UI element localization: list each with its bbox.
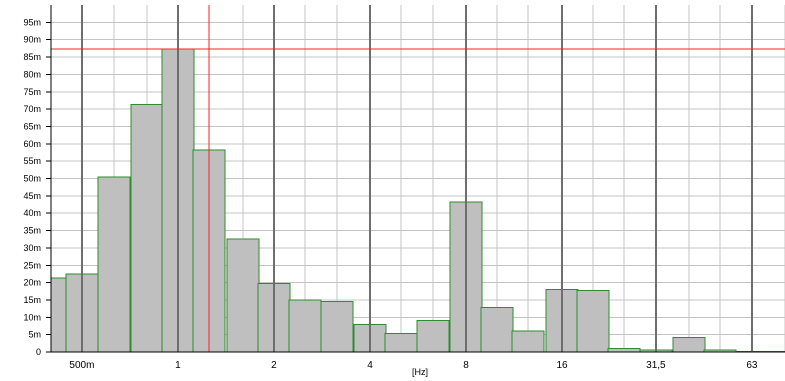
cursor-layer bbox=[51, 5, 785, 352]
y-tick-label: 40m bbox=[23, 208, 41, 218]
x-axis-unit-label: [Hz] bbox=[412, 367, 428, 377]
y-tick-label: 60m bbox=[23, 139, 41, 149]
x-tick-label: 500m bbox=[69, 360, 94, 371]
bar bbox=[480, 307, 514, 353]
y-tick-label: 10m bbox=[23, 312, 41, 322]
x-tick-label: 63 bbox=[746, 360, 758, 371]
y-tick-label: 50m bbox=[23, 174, 41, 184]
bar bbox=[416, 319, 450, 353]
y-tick-label: 30m bbox=[23, 243, 41, 253]
bar-layer bbox=[50, 48, 785, 353]
bar bbox=[511, 330, 545, 353]
x-tick-label: 16 bbox=[556, 360, 568, 371]
y-tick-label: 80m bbox=[23, 69, 41, 79]
x-tick-label: 1 bbox=[175, 360, 181, 371]
y-tick-label: 90m bbox=[23, 35, 41, 45]
y-tick-label: 95m bbox=[23, 17, 41, 27]
y-tick-label: 85m bbox=[23, 52, 41, 62]
y-tick-label: 75m bbox=[23, 87, 41, 97]
y-tick-label: 35m bbox=[23, 226, 41, 236]
y-tick-label: 55m bbox=[23, 156, 41, 166]
y-tick-label: 65m bbox=[23, 121, 41, 131]
bar bbox=[288, 299, 322, 353]
axis-layer: 0 5m 10m 15m 20m 25m 30m 35m 40m 45m 50m 55m 60m 65m 7… bbox=[23, 5, 785, 371]
x-tick-label: 31,5 bbox=[646, 360, 666, 371]
y-tick-label: 5m bbox=[28, 330, 41, 340]
bar bbox=[97, 176, 131, 353]
y-tick-label: 70m bbox=[23, 104, 41, 114]
y-tick-label: 45m bbox=[23, 191, 41, 201]
bar bbox=[320, 301, 354, 353]
bar bbox=[384, 332, 418, 353]
y-tick-label: 25m bbox=[23, 260, 41, 270]
bar bbox=[672, 336, 706, 353]
bar bbox=[130, 104, 164, 353]
bar bbox=[576, 290, 610, 353]
y-tick-label: 0 bbox=[36, 347, 41, 357]
bar bbox=[607, 348, 641, 353]
y-tick-label: 15m bbox=[23, 295, 41, 305]
x-tick-label: 2 bbox=[271, 360, 277, 371]
bar bbox=[226, 238, 260, 353]
y-tick-label: 20m bbox=[23, 278, 41, 288]
x-tick-label: 4 bbox=[367, 360, 373, 371]
x-tick-label: 8 bbox=[463, 360, 469, 371]
bar bbox=[50, 277, 68, 353]
